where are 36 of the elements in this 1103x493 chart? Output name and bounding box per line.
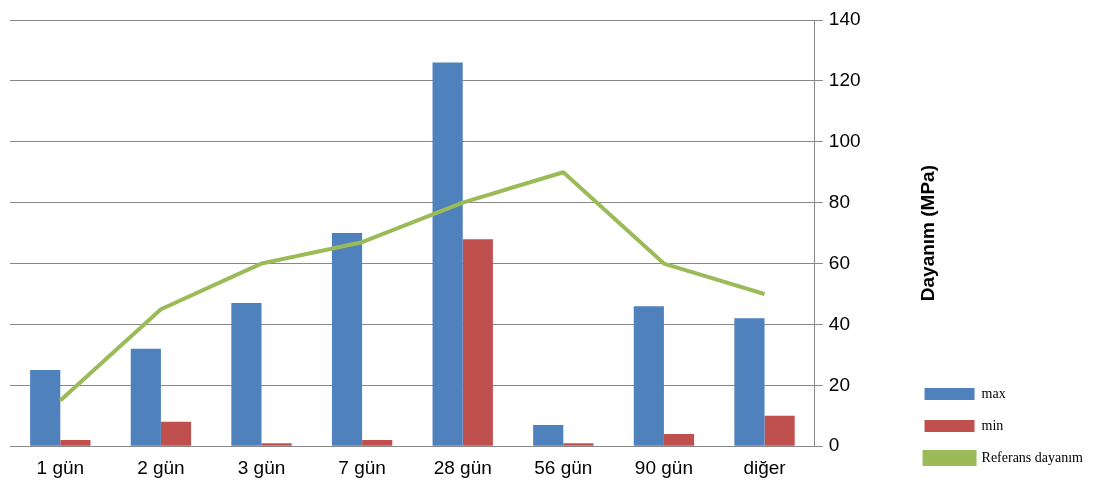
bar xyxy=(130,348,161,446)
x-tick-label: 90 gün xyxy=(634,456,693,478)
y-tick-label: 20 xyxy=(828,373,850,395)
legend-label: min xyxy=(981,417,1004,433)
bar xyxy=(362,440,393,446)
y-tick-label: 140 xyxy=(828,8,861,30)
y-tick-label: 120 xyxy=(828,69,861,91)
y-tick-label: 40 xyxy=(828,312,850,334)
x-tick-label: diğer xyxy=(743,456,787,478)
x-tick-label: 56 gün xyxy=(534,456,593,478)
x-tick-label: 7 gün xyxy=(338,456,386,478)
y-tick-label: 60 xyxy=(828,251,850,273)
bar xyxy=(231,303,262,446)
bar xyxy=(462,239,493,446)
bar xyxy=(533,424,564,446)
y-axis-title: Dayanım (MPa) xyxy=(916,165,938,302)
bar xyxy=(764,415,795,446)
bar xyxy=(261,443,292,446)
bar xyxy=(160,421,192,446)
bar xyxy=(734,318,765,446)
bar xyxy=(663,434,695,446)
legend-label: max xyxy=(981,385,1006,401)
x-tick-label: 3 gün xyxy=(237,456,286,478)
bar xyxy=(331,233,363,446)
y-tick-label: 100 xyxy=(828,130,861,152)
x-tick-label: 2 gün xyxy=(137,456,185,478)
bar xyxy=(633,306,664,446)
bar xyxy=(30,370,61,446)
bar xyxy=(563,443,594,446)
y-tick-label: 0 xyxy=(828,434,840,456)
x-tick-label: 28 gün xyxy=(433,456,492,478)
bar xyxy=(60,440,91,446)
y-tick-label: 80 xyxy=(828,190,850,212)
legend-label: Referans dayanım xyxy=(981,449,1084,465)
x-tick-label: 1 gün xyxy=(36,456,85,478)
bar xyxy=(432,62,463,446)
